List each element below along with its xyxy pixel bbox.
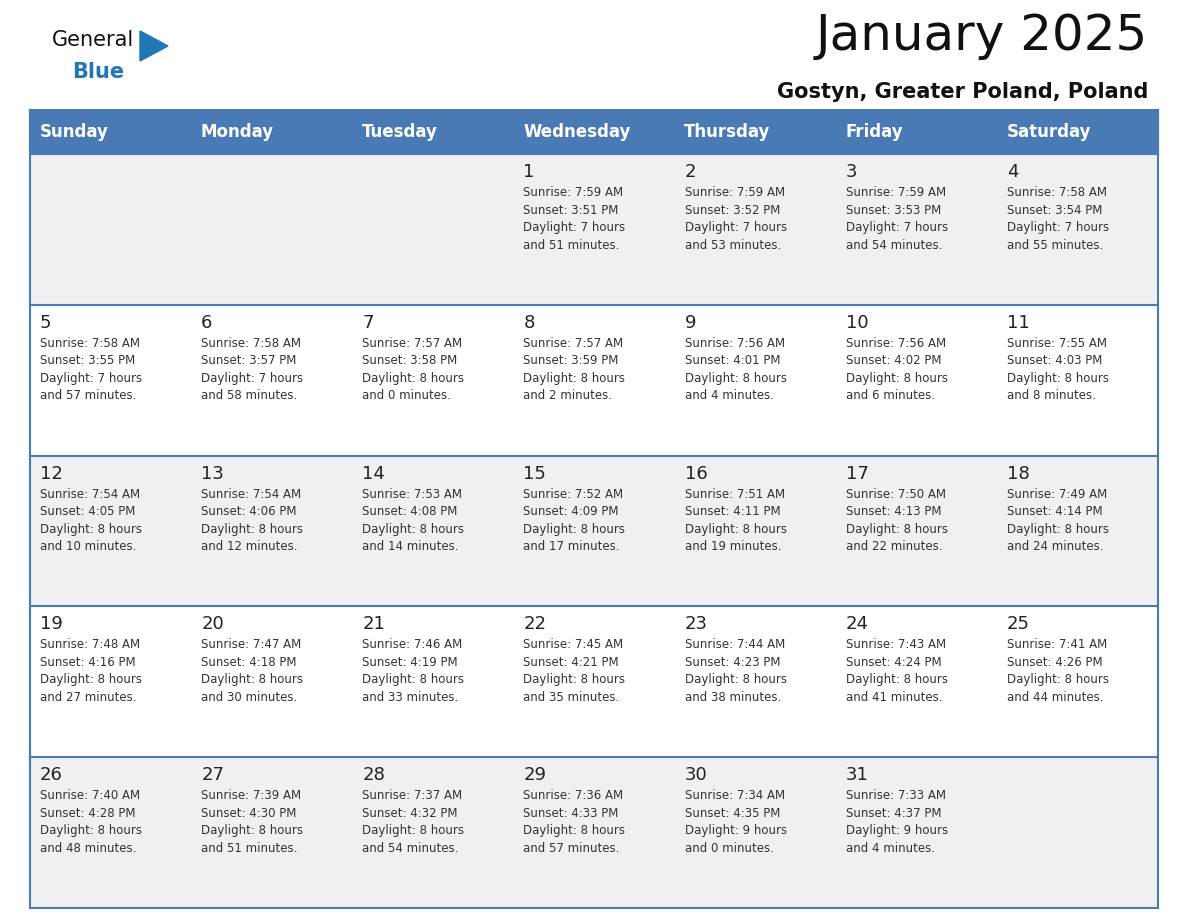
Text: Sunrise: 7:36 AM
Sunset: 4:33 PM
Daylight: 8 hours
and 57 minutes.: Sunrise: 7:36 AM Sunset: 4:33 PM Dayligh… [524,789,625,855]
Text: 6: 6 [201,314,213,331]
Text: 20: 20 [201,615,223,633]
Text: Sunrise: 7:33 AM
Sunset: 4:37 PM
Daylight: 9 hours
and 4 minutes.: Sunrise: 7:33 AM Sunset: 4:37 PM Dayligh… [846,789,948,855]
Text: Sunrise: 7:37 AM
Sunset: 4:32 PM
Daylight: 8 hours
and 54 minutes.: Sunrise: 7:37 AM Sunset: 4:32 PM Dayligh… [362,789,465,855]
Text: Friday: Friday [846,123,903,141]
Text: 24: 24 [846,615,868,633]
Text: Sunrise: 7:47 AM
Sunset: 4:18 PM
Daylight: 8 hours
and 30 minutes.: Sunrise: 7:47 AM Sunset: 4:18 PM Dayligh… [201,638,303,704]
Text: 15: 15 [524,465,546,483]
Text: Sunrise: 7:40 AM
Sunset: 4:28 PM
Daylight: 8 hours
and 48 minutes.: Sunrise: 7:40 AM Sunset: 4:28 PM Dayligh… [40,789,143,855]
Text: Thursday: Thursday [684,123,771,141]
Text: Gostyn, Greater Poland, Poland: Gostyn, Greater Poland, Poland [777,82,1148,102]
Polygon shape [140,31,168,61]
Text: Sunrise: 7:34 AM
Sunset: 4:35 PM
Daylight: 9 hours
and 0 minutes.: Sunrise: 7:34 AM Sunset: 4:35 PM Dayligh… [684,789,786,855]
Text: Sunrise: 7:59 AM
Sunset: 3:52 PM
Daylight: 7 hours
and 53 minutes.: Sunrise: 7:59 AM Sunset: 3:52 PM Dayligh… [684,186,786,252]
Text: 5: 5 [40,314,51,331]
Text: 1: 1 [524,163,535,181]
Bar [30,607,1158,757]
Text: Sunrise: 7:48 AM
Sunset: 4:16 PM
Daylight: 8 hours
and 27 minutes.: Sunrise: 7:48 AM Sunset: 4:16 PM Dayligh… [40,638,143,704]
Text: Sunrise: 7:45 AM
Sunset: 4:21 PM
Daylight: 8 hours
and 35 minutes.: Sunrise: 7:45 AM Sunset: 4:21 PM Dayligh… [524,638,625,704]
Bar [30,110,191,154]
Text: 30: 30 [684,767,707,784]
Text: Sunrise: 7:58 AM
Sunset: 3:54 PM
Daylight: 7 hours
and 55 minutes.: Sunrise: 7:58 AM Sunset: 3:54 PM Dayligh… [1007,186,1108,252]
Text: 4: 4 [1007,163,1018,181]
Text: Sunrise: 7:57 AM
Sunset: 3:59 PM
Daylight: 8 hours
and 2 minutes.: Sunrise: 7:57 AM Sunset: 3:59 PM Dayligh… [524,337,625,402]
Text: 14: 14 [362,465,385,483]
Text: 27: 27 [201,767,225,784]
Text: Sunrise: 7:59 AM
Sunset: 3:53 PM
Daylight: 7 hours
and 54 minutes.: Sunrise: 7:59 AM Sunset: 3:53 PM Dayligh… [846,186,948,252]
Text: 18: 18 [1007,465,1030,483]
Bar [835,110,997,154]
Text: 8: 8 [524,314,535,331]
Text: Sunrise: 7:57 AM
Sunset: 3:58 PM
Daylight: 8 hours
and 0 minutes.: Sunrise: 7:57 AM Sunset: 3:58 PM Dayligh… [362,337,465,402]
Text: 2: 2 [684,163,696,181]
Text: 16: 16 [684,465,707,483]
Bar [353,110,513,154]
Text: 10: 10 [846,314,868,331]
Text: 29: 29 [524,767,546,784]
Text: Sunrise: 7:55 AM
Sunset: 4:03 PM
Daylight: 8 hours
and 8 minutes.: Sunrise: 7:55 AM Sunset: 4:03 PM Dayligh… [1007,337,1108,402]
Text: 23: 23 [684,615,708,633]
Bar [191,110,353,154]
Bar [30,757,1158,908]
Text: Tuesday: Tuesday [362,123,438,141]
Bar [513,110,675,154]
Text: Sunrise: 7:56 AM
Sunset: 4:02 PM
Daylight: 8 hours
and 6 minutes.: Sunrise: 7:56 AM Sunset: 4:02 PM Dayligh… [846,337,948,402]
Text: 28: 28 [362,767,385,784]
Text: Sunrise: 7:53 AM
Sunset: 4:08 PM
Daylight: 8 hours
and 14 minutes.: Sunrise: 7:53 AM Sunset: 4:08 PM Dayligh… [362,487,465,554]
Text: 9: 9 [684,314,696,331]
Text: Sunrise: 7:54 AM
Sunset: 4:05 PM
Daylight: 8 hours
and 10 minutes.: Sunrise: 7:54 AM Sunset: 4:05 PM Dayligh… [40,487,143,554]
Bar [997,110,1158,154]
Text: Sunrise: 7:49 AM
Sunset: 4:14 PM
Daylight: 8 hours
and 24 minutes.: Sunrise: 7:49 AM Sunset: 4:14 PM Dayligh… [1007,487,1108,554]
Text: Sunrise: 7:44 AM
Sunset: 4:23 PM
Daylight: 8 hours
and 38 minutes.: Sunrise: 7:44 AM Sunset: 4:23 PM Dayligh… [684,638,786,704]
Text: 22: 22 [524,615,546,633]
Text: Wednesday: Wednesday [523,123,631,141]
Text: Sunrise: 7:54 AM
Sunset: 4:06 PM
Daylight: 8 hours
and 12 minutes.: Sunrise: 7:54 AM Sunset: 4:06 PM Dayligh… [201,487,303,554]
Text: Sunrise: 7:56 AM
Sunset: 4:01 PM
Daylight: 8 hours
and 4 minutes.: Sunrise: 7:56 AM Sunset: 4:01 PM Dayligh… [684,337,786,402]
Text: 3: 3 [846,163,858,181]
Text: 21: 21 [362,615,385,633]
Text: 26: 26 [40,767,63,784]
Text: Saturday: Saturday [1006,123,1091,141]
Text: 13: 13 [201,465,225,483]
Text: General: General [52,30,134,50]
Text: 11: 11 [1007,314,1030,331]
Text: 12: 12 [40,465,63,483]
Bar [30,455,1158,607]
Text: Sunrise: 7:39 AM
Sunset: 4:30 PM
Daylight: 8 hours
and 51 minutes.: Sunrise: 7:39 AM Sunset: 4:30 PM Dayligh… [201,789,303,855]
Text: Sunrise: 7:51 AM
Sunset: 4:11 PM
Daylight: 8 hours
and 19 minutes.: Sunrise: 7:51 AM Sunset: 4:11 PM Dayligh… [684,487,786,554]
Text: 19: 19 [40,615,63,633]
Text: Blue: Blue [72,62,124,82]
Text: 7: 7 [362,314,374,331]
Text: 17: 17 [846,465,868,483]
Text: January 2025: January 2025 [816,12,1148,60]
Bar [30,154,1158,305]
Text: Sunday: Sunday [39,123,108,141]
Text: Sunrise: 7:59 AM
Sunset: 3:51 PM
Daylight: 7 hours
and 51 minutes.: Sunrise: 7:59 AM Sunset: 3:51 PM Dayligh… [524,186,626,252]
Text: Sunrise: 7:43 AM
Sunset: 4:24 PM
Daylight: 8 hours
and 41 minutes.: Sunrise: 7:43 AM Sunset: 4:24 PM Dayligh… [846,638,948,704]
Text: Sunrise: 7:58 AM
Sunset: 3:55 PM
Daylight: 7 hours
and 57 minutes.: Sunrise: 7:58 AM Sunset: 3:55 PM Dayligh… [40,337,143,402]
Text: 31: 31 [846,767,868,784]
Text: 25: 25 [1007,615,1030,633]
Text: Sunrise: 7:58 AM
Sunset: 3:57 PM
Daylight: 7 hours
and 58 minutes.: Sunrise: 7:58 AM Sunset: 3:57 PM Dayligh… [201,337,303,402]
Text: Sunrise: 7:41 AM
Sunset: 4:26 PM
Daylight: 8 hours
and 44 minutes.: Sunrise: 7:41 AM Sunset: 4:26 PM Dayligh… [1007,638,1108,704]
Text: Sunrise: 7:46 AM
Sunset: 4:19 PM
Daylight: 8 hours
and 33 minutes.: Sunrise: 7:46 AM Sunset: 4:19 PM Dayligh… [362,638,465,704]
Bar [30,110,1158,154]
Text: Sunrise: 7:52 AM
Sunset: 4:09 PM
Daylight: 8 hours
and 17 minutes.: Sunrise: 7:52 AM Sunset: 4:09 PM Dayligh… [524,487,625,554]
Text: Sunrise: 7:50 AM
Sunset: 4:13 PM
Daylight: 8 hours
and 22 minutes.: Sunrise: 7:50 AM Sunset: 4:13 PM Dayligh… [846,487,948,554]
Bar [675,110,835,154]
Bar [30,305,1158,455]
Text: Monday: Monday [201,123,274,141]
